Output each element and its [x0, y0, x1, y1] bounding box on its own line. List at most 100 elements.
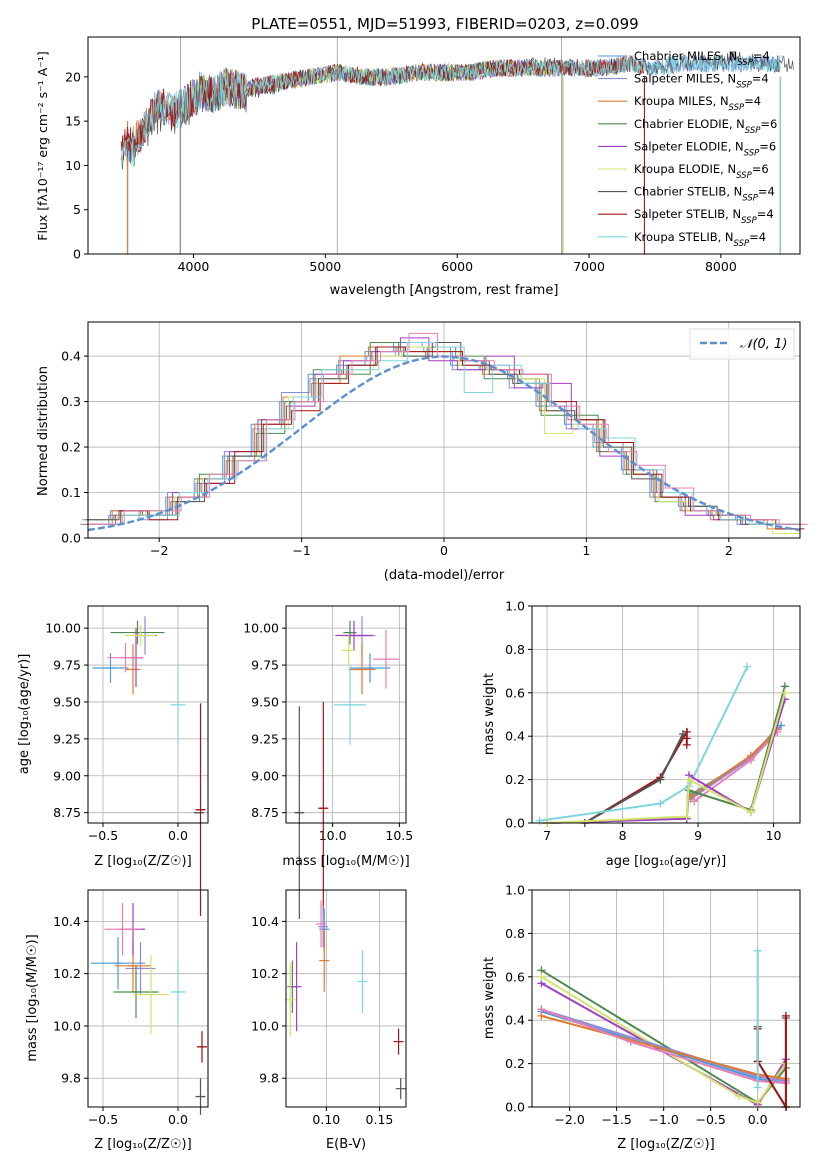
mass-weight-vs-age-panel: 7 8 9 10 0.0 0.2 0.4 0.6 0.8 1.0 age [log₁₀(age/y… — [482, 599, 801, 869]
x-tick-label: 0.0 — [748, 1112, 768, 1127]
spectrum-line — [120, 54, 781, 168]
mass-weight-marker — [537, 972, 546, 981]
gaussian-legend-label: 𝒩(0, 1) — [740, 337, 787, 352]
mass-weight-marker — [682, 812, 691, 821]
error-point — [294, 706, 305, 919]
mass-weight-marker — [682, 740, 691, 749]
mass-weight-series — [753, 946, 762, 1092]
y-tick-label: 0.6 — [505, 685, 525, 700]
residual-histogram — [82, 346, 794, 525]
error-point — [318, 701, 329, 915]
x-tick-label: 6000 — [441, 259, 473, 274]
error-point — [195, 703, 206, 916]
residual-histogram — [88, 342, 803, 525]
axes-frame — [531, 889, 801, 1108]
y-tick-label: 0.1 — [61, 485, 81, 500]
y-tick-label: 10.00 — [243, 621, 279, 636]
x-tick-label: −0.5 — [695, 1112, 725, 1127]
x-tick-label: 8 — [619, 828, 627, 843]
error-point — [348, 644, 376, 695]
spectrum-line — [120, 50, 794, 170]
x-tick-label: 0 — [440, 543, 448, 558]
error-point — [319, 929, 330, 992]
error-point — [318, 905, 329, 948]
y-tick-label: 10.2 — [251, 966, 279, 981]
y-tick-label: 9.25 — [251, 731, 279, 746]
y-tick-label: 9.50 — [251, 694, 279, 709]
error-point — [197, 1031, 207, 1063]
figure-title: PLATE=0551, MJD=51993, FIBERID=0203, z=0… — [251, 15, 638, 33]
axes-frame — [285, 889, 407, 1108]
x-tick-label: 0.15 — [366, 1112, 394, 1127]
y-tick-label: 9.50 — [53, 694, 81, 709]
mass-weight-line — [541, 1008, 786, 1085]
y-tick-label: 10 — [65, 158, 81, 173]
mass-weight-marker — [626, 1037, 635, 1046]
y-tick-label: 0 — [73, 247, 81, 262]
x-tick-label: 7 — [543, 828, 551, 843]
mass-weight-marker — [780, 688, 789, 697]
y-tick-label: 5 — [73, 202, 81, 217]
y-tick-label: 9.75 — [53, 658, 81, 673]
x-tick-label: 2 — [725, 543, 733, 558]
mass-weight-marker — [685, 775, 694, 784]
legend-label: Salpeter STELIB, NSSP=4 — [634, 207, 774, 226]
x-tick-label: 10 — [766, 828, 782, 843]
mass-weight-marker — [753, 946, 762, 955]
mass-vs-z-panel: −0.5 0.0 9.8 10.0 10.2 10.4 Z [log₁₀(Z/Z☉)] m… — [25, 889, 209, 1152]
legend-label: Kroupa ELODIE, NSSP=6 — [634, 162, 769, 181]
mass-weight-series — [580, 730, 687, 827]
x-tick-label: 4000 — [178, 259, 210, 274]
error-point — [350, 653, 390, 683]
mw-z-ylabel: mass weight — [482, 957, 497, 1039]
residuals-panel: −2 −1 0 1 2 0.0 0.1 0.2 0.3 0.4 (data-model)/erro… — [36, 321, 808, 583]
error-point — [104, 903, 141, 956]
error-point — [372, 629, 400, 689]
y-tick-label: 0.0 — [505, 1100, 525, 1115]
residual-histogram — [87, 337, 800, 525]
y-tick-label: 0.4 — [61, 349, 81, 364]
mass-weight-marker — [656, 799, 665, 808]
axes-frame — [87, 605, 209, 824]
axes-frame — [531, 605, 801, 824]
legend-label: Chabrier STELIB, NSSP=4 — [634, 185, 775, 204]
error-point — [107, 642, 144, 673]
mass-z-xlabel: Z [log₁₀(Z/Z☉)] — [94, 1137, 191, 1152]
error-point — [170, 665, 186, 745]
spectrum-xlabel: wavelength [Angstrom, rest frame] — [330, 283, 559, 298]
y-tick-label: 1.0 — [505, 883, 525, 898]
y-tick-label: 10.00 — [45, 621, 81, 636]
age-vs-z-panel: −0.5 0.0 8.75 9.00 9.25 9.50 9.75 10.00 Z [log₁… — [17, 605, 209, 916]
y-tick-label: 0.4 — [505, 729, 525, 744]
y-tick-label: 1.0 — [505, 599, 525, 614]
mass-weight-line — [756, 1018, 787, 1111]
legend-label: Chabrier MILES, NSSP=4 — [634, 49, 770, 68]
y-tick-label: 10.4 — [53, 914, 81, 929]
error-point — [125, 644, 141, 695]
x-tick-label: −1.5 — [601, 1112, 631, 1127]
gaussian-curve — [87, 355, 801, 532]
error-point — [285, 963, 296, 1037]
mass-weight-line — [756, 1015, 787, 1111]
y-tick-label: 8.75 — [251, 805, 279, 820]
mass-weight-marker — [753, 1098, 762, 1107]
y-tick-label: 10.4 — [251, 914, 279, 929]
y-tick-label: 20 — [65, 69, 81, 84]
error-point — [316, 900, 327, 948]
mass-weight-marker — [537, 1005, 546, 1014]
error-point — [334, 665, 366, 745]
legend-label: Kroupa MILES, NSSP=4 — [634, 94, 761, 113]
error-point — [133, 955, 169, 1034]
mw-age-xlabel: age [log₁₀(age/yr)] — [606, 854, 727, 869]
mass-weight-marker — [743, 662, 752, 671]
y-tick-label: 9.25 — [53, 731, 81, 746]
mass-weight-marker — [734, 1092, 743, 1101]
x-tick-label: 10.0 — [319, 828, 347, 843]
residuals-ylabel: Normed distribution — [36, 366, 51, 496]
mass-weight-line — [584, 733, 684, 824]
y-tick-label: 0.3 — [61, 394, 81, 409]
x-tick-label: −0.5 — [88, 828, 118, 843]
y-tick-label: 9.00 — [53, 768, 81, 783]
y-tick-label: 8.75 — [53, 805, 81, 820]
